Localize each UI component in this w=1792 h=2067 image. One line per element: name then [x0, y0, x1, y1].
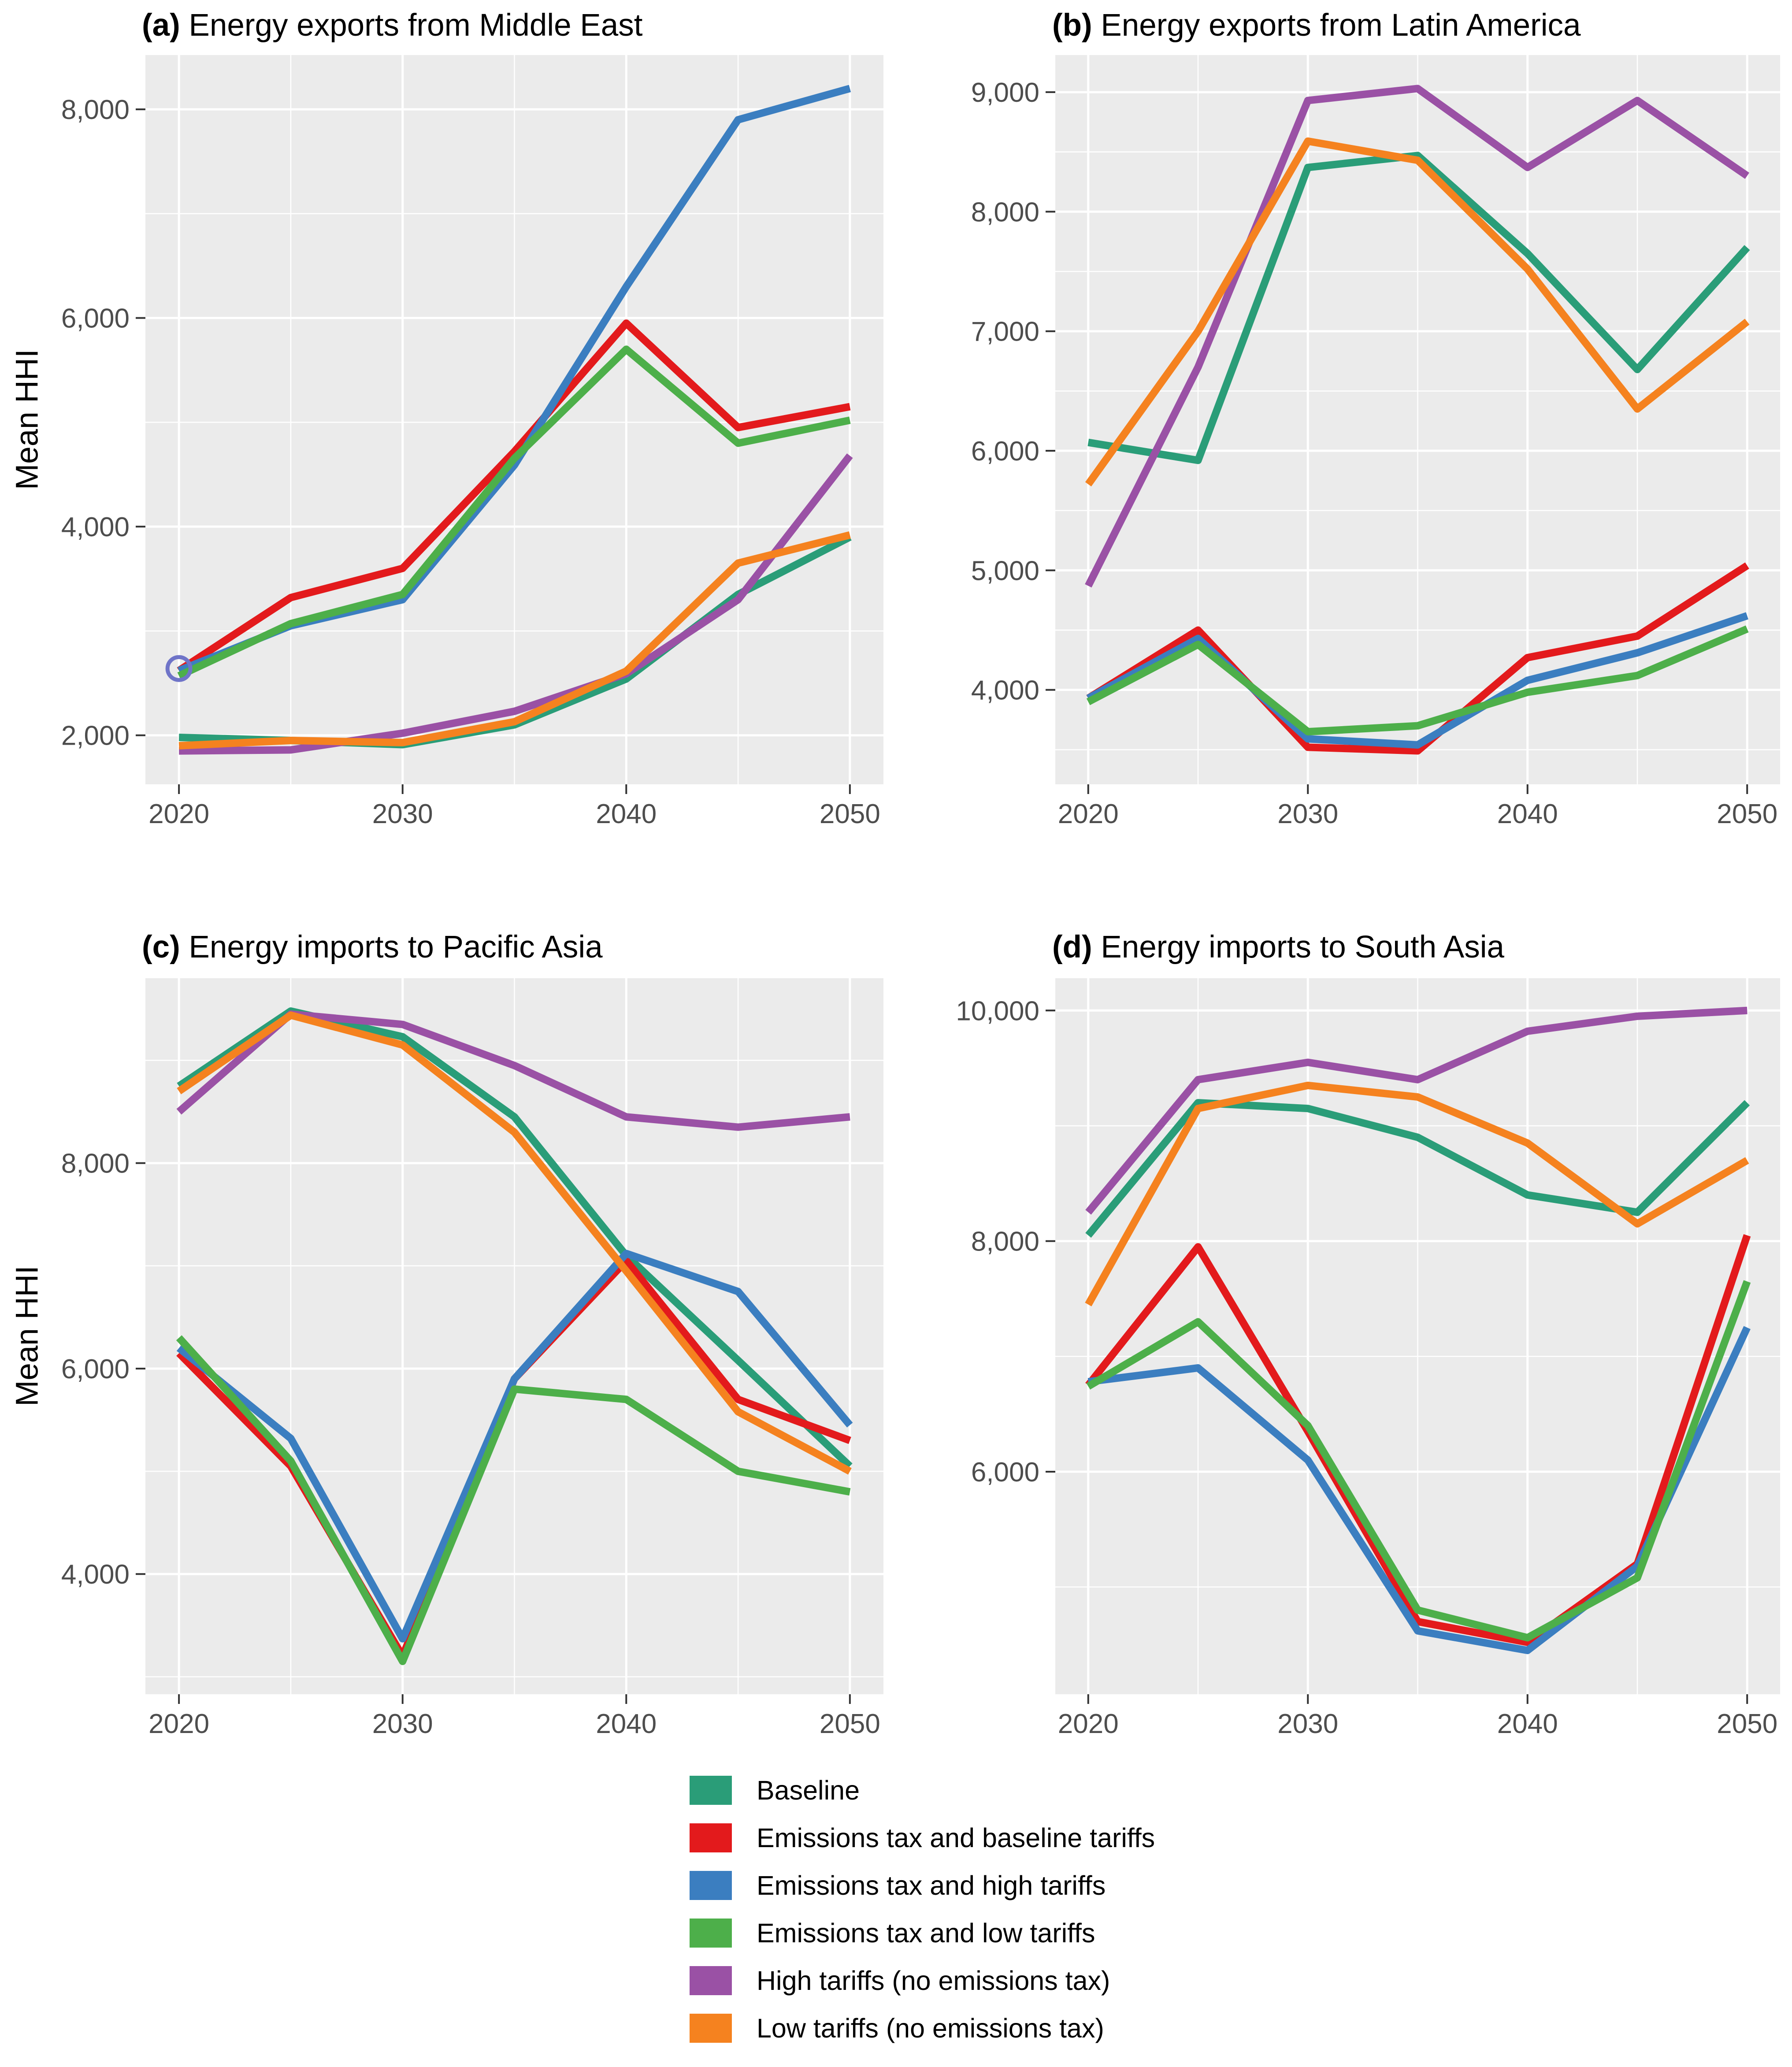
legend: Baseline Emissions tax and baseline tarif…	[690, 1776, 1155, 2043]
line-tax_low	[1086, 1280, 1751, 1642]
x-tick-label: 2050	[820, 799, 880, 829]
line-low	[178, 531, 851, 750]
legend-item-low: Low tariffs (no emissions tax)	[690, 2014, 1155, 2043]
line-tax_high	[1087, 1326, 1751, 1655]
x-tick-label: 2030	[1277, 799, 1338, 829]
y-tick-label: 8,000	[971, 197, 1039, 227]
panel-c-title-prefix: (c)	[142, 930, 180, 965]
y-tick-label: 2,000	[61, 721, 130, 751]
legend-swatch-baseline	[690, 1776, 732, 1805]
legend-item-baseline: Baseline	[690, 1776, 1155, 1805]
x-tick-label: 2040	[1497, 799, 1558, 829]
y-axis-title-row1: Mean HHI	[10, 349, 45, 490]
line-low	[1085, 137, 1750, 486]
panel-d-title: (d) Energy imports to South Asia	[1052, 930, 1504, 965]
y-tick-label: 4,000	[61, 1559, 130, 1590]
panel-d-title-text: Energy imports to South Asia	[1101, 930, 1504, 965]
line-tax_low	[177, 345, 851, 679]
line-low	[177, 1011, 852, 1475]
y-tick-label: 4,000	[971, 675, 1039, 706]
line-tax_high	[1086, 612, 1748, 749]
panel-b: 4,000 5,000 6,000 7,000 8,000 9,000 2020 2030 20…	[971, 55, 1780, 829]
legend-item-tax_low: Emissions tax and low tariffs	[690, 1919, 1155, 1948]
legend-swatch-tax_high	[690, 1871, 732, 1900]
y-tick-label: 9,000	[971, 78, 1039, 108]
legend-label: High tariffs (no emissions tax)	[757, 1966, 1110, 1996]
x-tick-label: 2040	[596, 1709, 657, 1739]
x-tick-label: 2040	[1497, 1709, 1558, 1739]
line-baseline	[1085, 1099, 1750, 1238]
x-tick-label: 2050	[1717, 1709, 1777, 1739]
x-tick-label: 2020	[148, 799, 209, 829]
line-high	[1085, 1006, 1747, 1215]
y-tick-label: 6,000	[61, 1354, 130, 1384]
y-tick-label: 8,000	[61, 1149, 130, 1179]
panel-d: 6,000 8,000 10,000 2020 2030 2040 2050	[956, 978, 1780, 1739]
panel-c-title-text: Energy imports to Pacific Asia	[189, 930, 603, 965]
legend-swatch-tax_low	[690, 1919, 732, 1948]
panel-a-title: (a) Energy exports from Middle East	[142, 8, 642, 43]
panel-b-title-text: Energy exports from Latin America	[1101, 8, 1581, 43]
panel-c-title: (c) Energy imports to Pacific Asia	[142, 930, 603, 965]
panel-a-title-prefix: (a)	[142, 8, 180, 43]
panel-a-title-text: Energy exports from Middle East	[189, 8, 643, 43]
x-tick-label: 2030	[372, 1709, 433, 1739]
legend-swatch-tax_base	[690, 1823, 732, 1852]
legend-label: Emissions tax and high tariffs	[757, 1870, 1106, 1900]
x-tick-label: 2030	[1277, 1709, 1338, 1739]
legend-swatch-high	[690, 1966, 732, 1995]
y-tick-label: 6,000	[971, 436, 1039, 467]
panel-d-title-prefix: (d)	[1052, 930, 1092, 965]
x-tick-label: 2040	[596, 799, 657, 829]
legend-item-tax_high: Emissions tax and high tariffs	[690, 1871, 1155, 1900]
legend-label: Baseline	[757, 1775, 860, 1805]
stray-point-marker	[165, 655, 193, 682]
panel-c: 4,000 6,000 8,000 2020 2030 2040 2050	[61, 978, 883, 1739]
line-baseline	[1087, 152, 1750, 464]
y-tick-label: 5,000	[971, 556, 1039, 586]
x-tick-label: 2020	[1058, 1709, 1119, 1739]
panel-b-title: (b) Energy exports from Latin America	[1052, 8, 1581, 43]
y-tick-label: 10,000	[956, 996, 1039, 1026]
line-tax_low	[176, 1335, 851, 1665]
line-high	[179, 453, 853, 755]
y-tick-label: 6,000	[61, 304, 130, 334]
y-tick-label: 6,000	[971, 1457, 1039, 1488]
x-tick-label: 2050	[820, 1709, 880, 1739]
y-axis-title-row2: Mean HHI	[10, 1265, 45, 1406]
line-low	[1085, 1081, 1749, 1306]
y-tick-label: 7,000	[971, 317, 1039, 347]
x-tick-label: 2050	[1717, 799, 1777, 829]
line-high	[1085, 85, 1750, 588]
x-tick-label: 2020	[148, 1709, 209, 1739]
line-tax_high	[176, 1250, 853, 1643]
x-tick-label: 2030	[372, 799, 433, 829]
y-tick-label: 4,000	[61, 512, 130, 542]
y-tick-label: 8,000	[971, 1227, 1039, 1257]
x-tick-label: 2020	[1058, 799, 1119, 829]
legend-swatch-low	[690, 2014, 732, 2043]
line-tax_base	[1086, 562, 1749, 755]
panel-b-title-prefix: (b)	[1052, 8, 1092, 43]
legend-label: Emissions tax and low tariffs	[757, 1918, 1095, 1948]
legend-label: Emissions tax and baseline tariffs	[757, 1823, 1155, 1853]
panel-a: 2,000 4,000 6,000 8,000 2020 2030 2040 2050	[61, 55, 883, 829]
legend-label: Low tariffs (no emissions tax)	[757, 2013, 1104, 2043]
line-tax_low	[1086, 625, 1749, 736]
y-tick-label: 8,000	[61, 95, 130, 125]
legend-item-tax_base: Emissions tax and baseline tariffs	[690, 1823, 1155, 1852]
legend-item-high: High tariffs (no emissions tax)	[690, 1966, 1155, 1995]
line-tax_base	[177, 319, 851, 674]
